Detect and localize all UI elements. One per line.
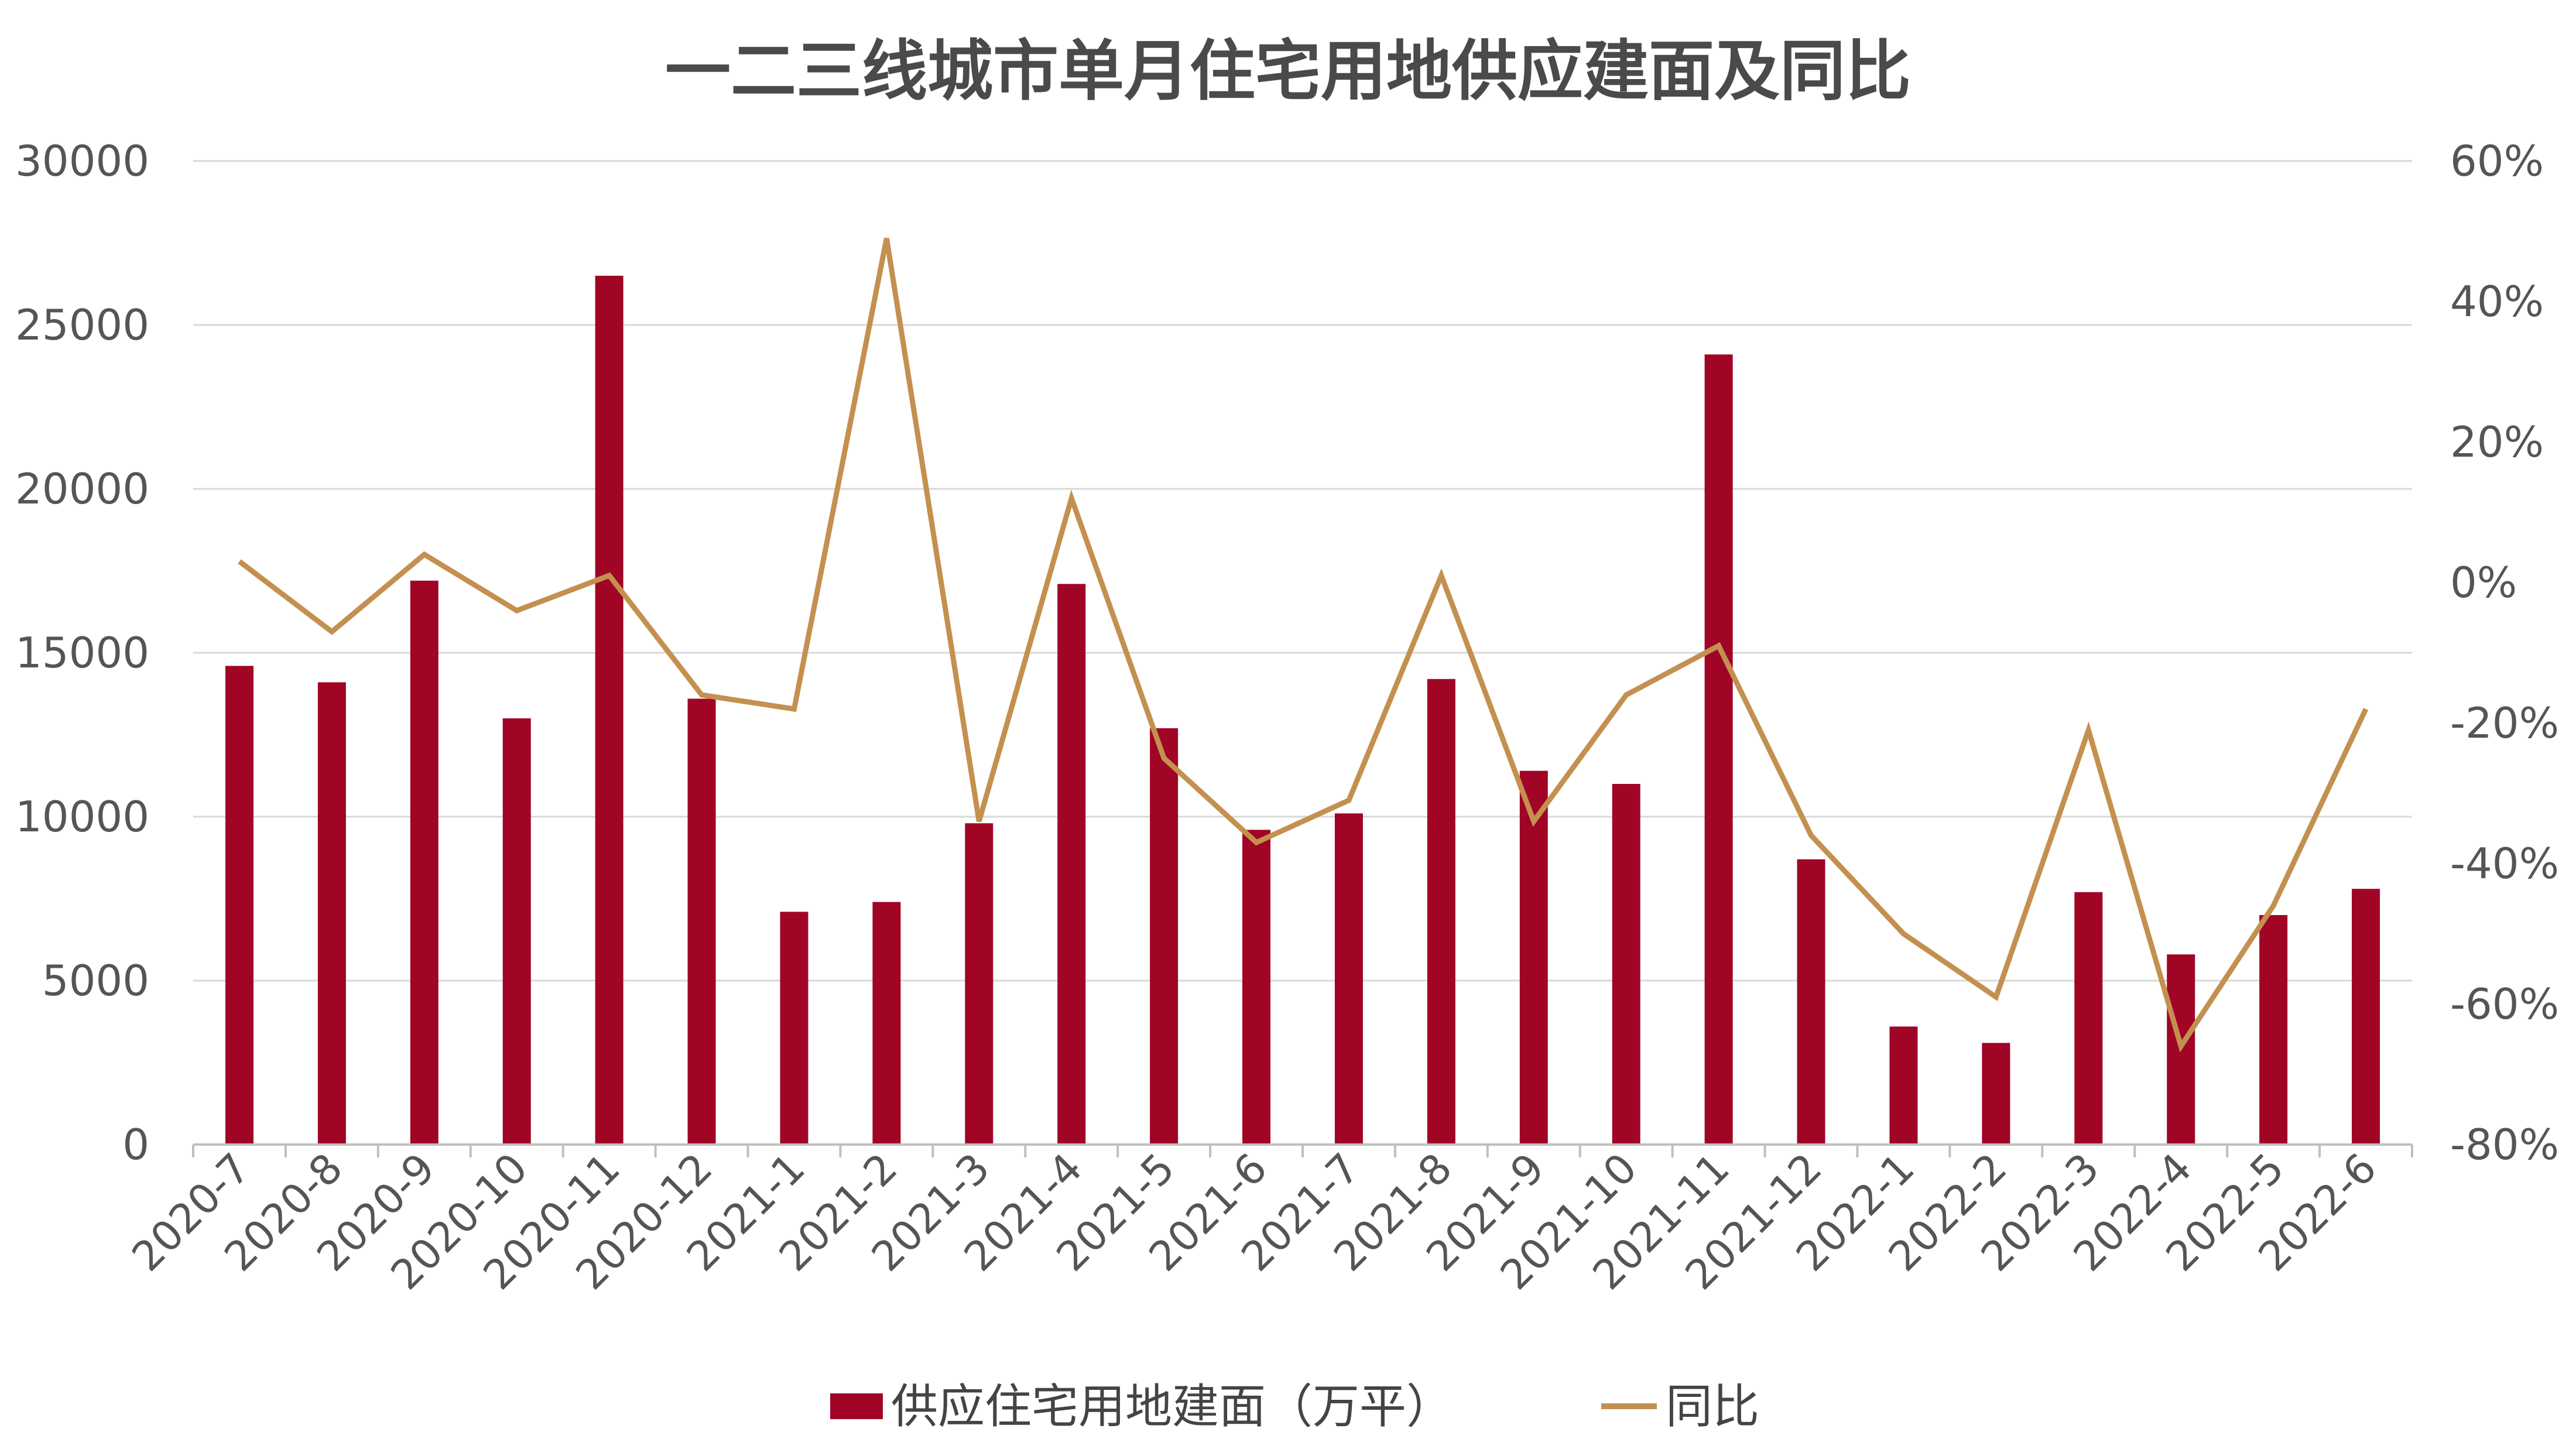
bar <box>1889 1026 1918 1145</box>
left-tick-label: 10000 <box>15 792 149 841</box>
left-axis-ticks: 0 5000 10000 15000 20000 25000 30000 <box>15 136 149 1169</box>
left-tick-label: 5000 <box>42 956 149 1005</box>
bar <box>1242 830 1271 1145</box>
legend-bar-swatch <box>830 1393 883 1419</box>
right-tick-label: 40% <box>2450 277 2544 326</box>
right-tick-label: -20% <box>2450 698 2559 748</box>
bar <box>1150 728 1179 1145</box>
yoy-line <box>238 238 2369 1053</box>
line-series <box>238 238 2369 1053</box>
bar <box>1427 679 1455 1145</box>
bar <box>2352 889 2380 1145</box>
right-tick-label: 0% <box>2450 558 2517 607</box>
bar <box>1704 354 1733 1145</box>
gridlines <box>193 160 2412 982</box>
left-tick-label: 20000 <box>15 464 149 513</box>
chart-title: 一二三线城市单月住宅用地供应建面及同比 <box>665 33 1911 109</box>
bar <box>1982 1043 2010 1145</box>
bar <box>317 682 346 1145</box>
left-tick-label: 15000 <box>15 628 149 677</box>
bar <box>410 580 439 1145</box>
left-tick-label: 25000 <box>15 300 149 350</box>
x-axis-ticks: 2020-72020-82020-92020-102020-112020-122… <box>123 1144 2386 1299</box>
bar <box>2259 915 2288 1145</box>
right-tick-label: 60% <box>2450 136 2544 186</box>
bar <box>1797 859 1825 1145</box>
x-axis <box>192 1143 2413 1157</box>
bar <box>1612 784 1640 1145</box>
bar <box>872 902 901 1145</box>
bar <box>225 666 254 1145</box>
right-tick-label: -80% <box>2450 1120 2559 1169</box>
bar <box>2074 892 2103 1145</box>
legend: 供应住宅用地建面（万平） 同比 <box>830 1379 1759 1434</box>
right-axis-ticks: -80% -60% -40% -20% 0% 20% 40% 60% <box>2450 136 2559 1169</box>
right-tick-label: 20% <box>2450 417 2544 467</box>
left-tick-label: 0 <box>122 1120 149 1169</box>
bar <box>965 823 994 1145</box>
bar <box>1519 770 1548 1145</box>
bar <box>780 912 809 1145</box>
bar <box>687 698 716 1145</box>
bar <box>1057 584 1086 1145</box>
legend-line-label: 同比 <box>1666 1379 1759 1434</box>
right-tick-label: -40% <box>2450 839 2559 888</box>
bar <box>502 718 531 1145</box>
bar-series <box>225 276 2380 1145</box>
left-tick-label: 30000 <box>15 136 149 186</box>
bar <box>595 276 624 1145</box>
legend-bar-label: 供应住宅用地建面（万平） <box>891 1379 1453 1434</box>
bar <box>1334 813 1363 1145</box>
right-tick-label: -60% <box>2450 979 2559 1029</box>
